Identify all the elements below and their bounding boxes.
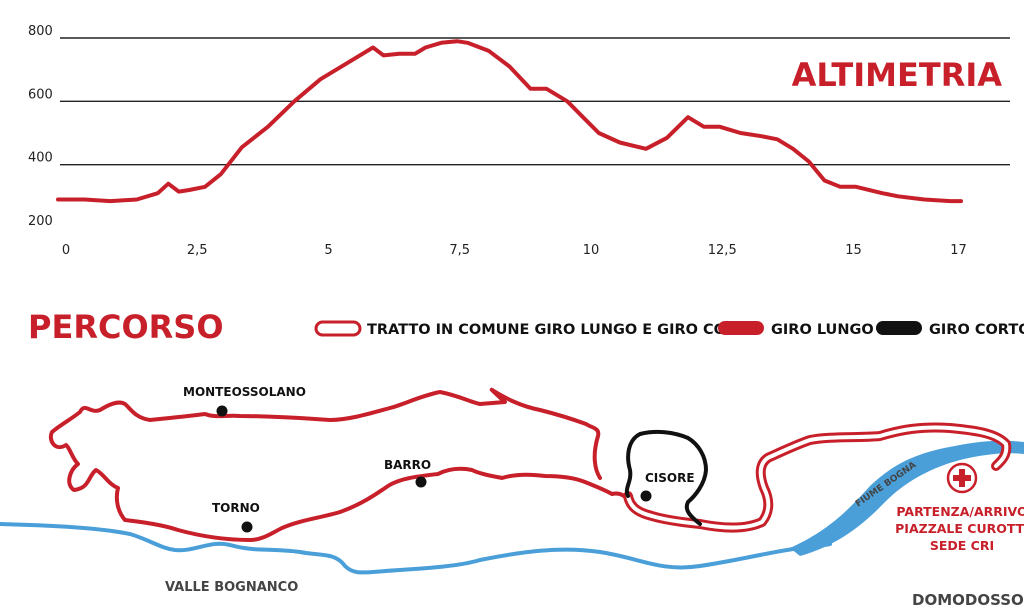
start-finish: PARTENZA/ARRIVO PIAZZALE CUROTTI SEDE CR…: [895, 462, 1024, 553]
map-title: PERCORSO: [28, 308, 224, 346]
place-marker: [241, 521, 253, 533]
y-tick-label: 600: [28, 87, 53, 102]
x-tick-label: 10: [583, 243, 600, 258]
y-tick-label: 400: [28, 151, 53, 166]
legend-swatch-black: [876, 321, 922, 335]
legend-item-short: GIRO CORTO: [876, 321, 1024, 338]
legend-label-shared: TRATTO IN COMUNE GIRO LUNGO E GIRO CORTO: [367, 322, 759, 338]
river-bogna: [790, 440, 1024, 556]
river-label: FIUME BOGNA: [854, 460, 918, 509]
y-axis-ticks: 800 600 400 200: [28, 24, 53, 229]
place-label: MONTEOSSOLANO: [183, 385, 306, 399]
long-route: [48, 387, 630, 542]
x-tick-label: 7,5: [449, 243, 470, 258]
legend-item-long: GIRO LUNGO: [718, 321, 874, 338]
legend-item-shared: TRATTO IN COMUNE GIRO LUNGO E GIRO CORTO: [314, 320, 759, 338]
place-barro: BARRO: [384, 458, 431, 488]
start-line-1: PARTENZA/ARRIVO: [896, 504, 1024, 519]
place-marker: [640, 490, 652, 502]
legend-label-long: GIRO LUNGO: [771, 322, 874, 338]
shared-route-inner: [626, 425, 1009, 530]
x-tick-label: 2,5: [187, 243, 208, 258]
grid-lines: [60, 37, 1010, 166]
elevation-chart: 800 600 400 200 0 2,5 5 7,5 10 12,5 15 17 ALTIMETR…: [28, 24, 1010, 258]
valley-label: VALLE BOGNANCO: [165, 580, 298, 595]
town-label: DOMODOSSOLA: [912, 591, 1024, 609]
legend-swatch-outline: [314, 320, 362, 337]
short-route: [624, 429, 708, 526]
chart-title: ALTIMETRIA: [792, 56, 1003, 94]
place-marker: [415, 476, 427, 488]
route-map: PERCORSO TRATTO IN COMUNE GIRO LUNGO E G…: [0, 308, 1024, 609]
place-label: BARRO: [384, 458, 431, 472]
place-torno: TORNO: [212, 501, 260, 533]
legend-swatch-red: [718, 321, 764, 335]
x-tick-label: 17: [950, 243, 967, 258]
place-cisore: CISORE: [640, 471, 695, 502]
y-tick-label: 200: [28, 214, 53, 229]
place-marker: [216, 405, 228, 417]
x-tick-label: 15: [845, 243, 862, 258]
x-axis-ticks: 0 2,5 5 7,5 10 12,5 15 17: [62, 243, 967, 258]
y-tick-label: 800: [28, 24, 53, 39]
place-label: TORNO: [212, 501, 260, 515]
start-line-2: PIAZZALE CUROTTI: [895, 521, 1024, 536]
place-monteossolano: MONTEOSSOLANO: [183, 385, 306, 417]
x-tick-label: 5: [324, 243, 332, 258]
red-cross-bar-h: [953, 475, 971, 481]
river-bognanco: [0, 522, 832, 575]
place-label: CISORE: [645, 471, 695, 485]
x-tick-label: 0: [62, 243, 70, 258]
legend-label-short: GIRO CORTO: [929, 322, 1024, 338]
start-line-3: SEDE CRI: [930, 538, 994, 553]
legend: TRATTO IN COMUNE GIRO LUNGO E GIRO CORTO…: [314, 320, 1024, 338]
elevation-line: [56, 39, 963, 204]
x-tick-label: 12,5: [708, 243, 737, 258]
